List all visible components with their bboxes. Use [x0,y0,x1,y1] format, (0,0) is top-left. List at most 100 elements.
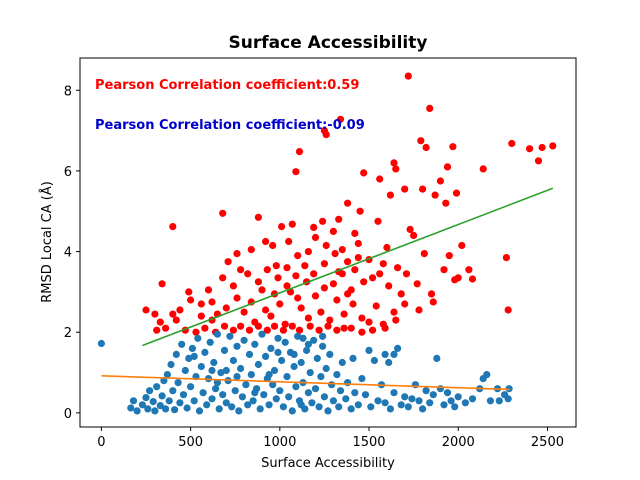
blue-data-point [306,369,314,377]
blue-data-point [149,398,157,406]
red-data-point [270,322,279,330]
blue-data-point [206,338,214,346]
red-data-point [415,306,423,314]
blue-data-point [303,346,311,354]
blue-data-point [370,356,378,365]
red-data-point [347,324,355,332]
red-data-point [479,165,487,173]
blue-data-point [238,393,246,401]
blue-data-point [440,401,448,409]
red-data-point [376,175,384,183]
blue-data-point [199,389,207,397]
red-data-point [420,250,428,258]
blue-data-point [344,379,352,387]
blue-data-point [162,405,170,413]
blue-data-point [279,403,287,411]
blue-data-point [251,340,259,348]
red-data-point [329,227,337,235]
red-data-point [142,306,150,314]
red-data-point [288,322,296,330]
blue-data-point [495,397,503,405]
red-data-point [390,308,398,316]
red-data-point [204,286,213,294]
blue-data-point [247,371,255,379]
red-data-point [392,316,400,324]
blue-data-point [304,389,312,397]
red-data-point [295,148,304,156]
red-data-point [185,288,193,296]
red-data-point [344,199,352,207]
red-data-point [276,300,284,308]
blue-data-point [433,354,441,362]
red-data-point [417,137,425,145]
red-data-point [333,326,341,334]
y-axis: 0 2 4 6 8 [64,84,80,422]
red-data-point [534,157,543,165]
blue-data-point [304,340,312,348]
blue-data-point [361,391,370,399]
red-data-point [281,320,289,328]
red-data-point [379,260,387,268]
red-data-point [458,241,466,250]
red-data-point [383,243,391,252]
blue-data-point [270,366,279,375]
y-tick-label: 8 [64,84,72,99]
blue-data-point [358,375,366,383]
red-data-point [386,191,394,199]
red-data-point [401,300,409,308]
pearson-annotation-blue: Pearson Correlation coefficient:-0.09 [95,118,365,133]
blue-data-point [228,403,236,411]
red-data-point [187,296,195,304]
red-data-point [294,252,302,260]
blue-data-point [272,395,280,403]
y-tick-label: 2 [64,326,72,341]
red-data-point [192,328,200,336]
red-data-point [402,270,411,278]
red-data-point [406,225,414,233]
red-data-point [219,274,227,282]
red-data-point [365,318,373,326]
red-data-point [229,282,237,290]
blue-data-point [335,403,343,411]
red-data-point [322,241,330,250]
red-data-point [426,104,434,112]
blue-data-point [181,366,189,375]
blue-data-point [244,401,252,409]
blue-data-point [151,407,159,415]
red-data-point [324,322,332,330]
y-tick-label: 0 [64,407,72,422]
red-data-point [443,163,452,171]
red-data-point [304,314,312,322]
red-data-point [390,159,398,167]
red-data-point [508,139,516,148]
blue-data-point [172,350,180,358]
x-tick-label: 1000 [263,435,296,450]
chart-title: Surface Accessibility [229,33,428,53]
red-data-point [153,326,161,334]
blue-data-point [324,407,332,415]
blue-data-point [217,369,225,377]
x-tick-label: 0 [97,435,105,450]
red-data-point [376,270,384,278]
blue-data-point [265,371,273,379]
blue-data-point [256,405,264,413]
pearson-annotation-red: Pearson Correlation coefficient:0.59 [95,78,359,93]
blue-data-point [254,360,262,369]
blue-data-point [451,403,459,411]
red-data-point [338,246,346,254]
red-data-point [229,326,237,334]
blue-data-point [374,397,382,405]
red-data-point [219,209,227,217]
blue-data-point [310,336,318,344]
blue-data-point [262,352,270,360]
red-data-point [222,304,230,312]
blue-data-point [426,399,434,407]
blue-data-point [240,336,248,344]
blue-data-point [176,399,184,407]
blue-data-point [288,407,296,415]
red-data-point [340,310,348,318]
blue-data-point [222,399,230,407]
red-data-point [306,322,314,330]
blue-data-point [390,350,398,358]
